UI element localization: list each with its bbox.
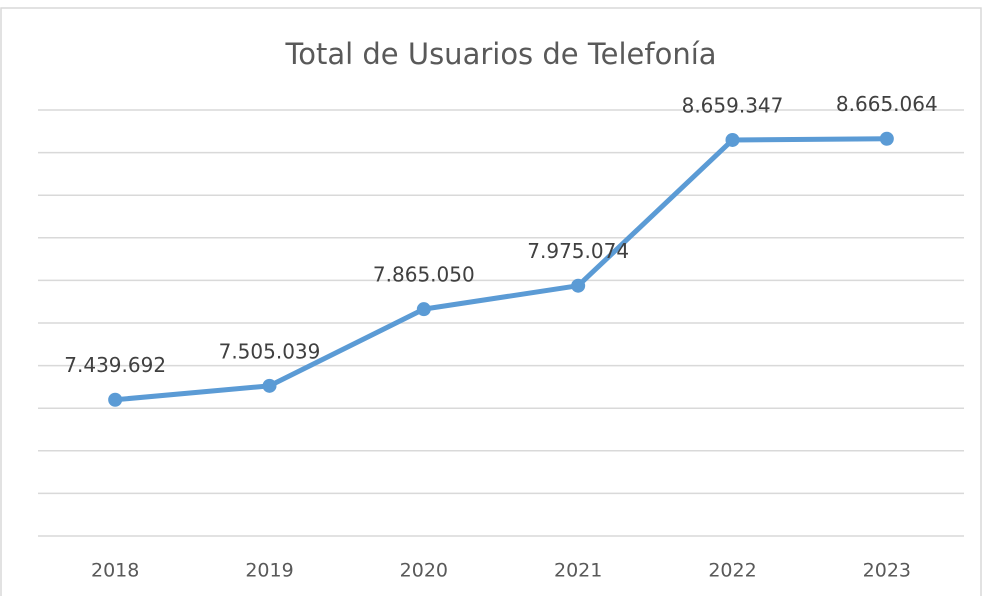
data-label: 7.975.074	[527, 239, 629, 263]
x-tick-label: 2019	[245, 560, 293, 582]
data-label: 7.439.692	[64, 353, 166, 377]
chart-border	[0, 7, 982, 596]
data-point	[108, 392, 123, 407]
data-point	[725, 132, 740, 147]
data-point	[262, 378, 277, 393]
data-label: 7.505.039	[219, 339, 321, 363]
data-line	[114, 136, 887, 403]
data-point	[571, 278, 586, 293]
data-point	[416, 302, 431, 317]
x-tick-label: 2020	[400, 560, 448, 582]
x-tick-label: 2021	[554, 560, 602, 582]
chart-title: Total de Usuarios de Telefonía	[284, 37, 716, 71]
data-point	[879, 131, 894, 146]
data-label: 8.665.064	[836, 92, 938, 116]
data-label: 8.659.347	[682, 93, 784, 117]
data-label: 7.865.050	[373, 263, 475, 287]
x-tick-label: 2018	[91, 560, 139, 582]
x-tick-label: 2022	[708, 560, 756, 582]
x-tick-label: 2023	[863, 560, 911, 582]
